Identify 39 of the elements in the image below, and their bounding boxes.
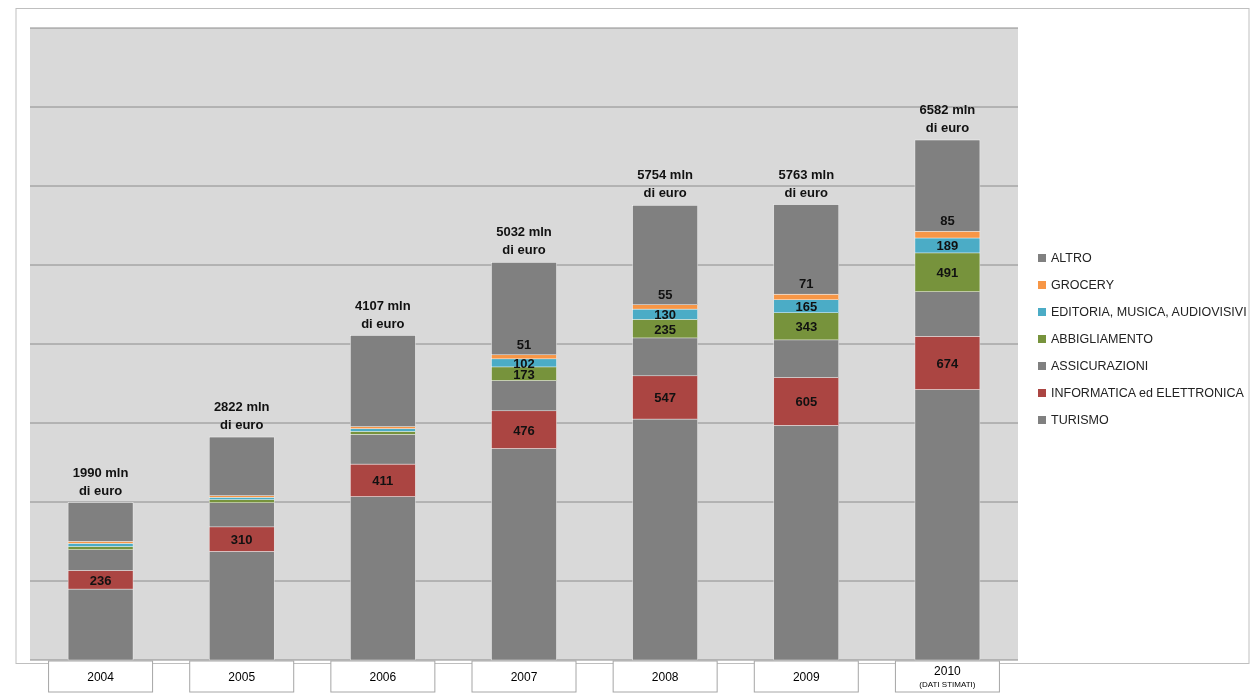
x-tick-label: 2007 (510, 670, 538, 684)
data-label: 235 (654, 321, 676, 337)
data-label: 130 (654, 307, 676, 323)
legend-label: TURISMO (1051, 413, 1109, 427)
x-tick-label: 2004 (87, 670, 115, 684)
x-tick-label: 2010 (DATI STIMATI) (919, 664, 976, 689)
total-label: 5032 mln di euro (496, 224, 552, 258)
x-tick-label: 2005 (228, 670, 256, 684)
data-label: 85 (940, 213, 955, 229)
total-label: 1990 mln di euro (72, 464, 129, 498)
data-label: 674 (936, 355, 960, 371)
data-label: 189 (936, 238, 959, 254)
data-label: 71 (799, 276, 814, 292)
data-label: 411 (372, 473, 394, 489)
data-label: 476 (513, 422, 535, 438)
data-label: 55 (657, 286, 673, 302)
legend-label: EDITORIA, MUSICA, AUDIOVISIVI (1051, 305, 1247, 319)
x-tick-label: 2008 (651, 670, 679, 684)
total-label: 5763 mln di euro (778, 166, 835, 200)
data-label: 605 (795, 394, 818, 410)
x-tick-label: 2009 (792, 670, 820, 684)
total-label: 5754 mln di euro (637, 167, 694, 201)
data-label: 236 (89, 572, 112, 588)
legend-label: ASSICURAZIONI (1051, 359, 1149, 373)
total-label: 2822 mln di euro (213, 399, 270, 433)
data-label: 491 (936, 265, 959, 281)
data-label: 102 (513, 355, 535, 371)
data-label: 165 (795, 299, 818, 315)
data-label: 51 (516, 336, 532, 352)
legend-label: INFORMATICA ed ELETTRONICA (1051, 386, 1245, 400)
legend-label: ALTRO (1051, 251, 1093, 265)
total-label: 4107 mln di euro (355, 297, 411, 331)
data-label: 310 (230, 532, 253, 548)
x-tick-label: 2006 (369, 670, 397, 684)
legend-label: GROCERY (1051, 278, 1115, 292)
data-label: 343 (795, 319, 818, 335)
data-label: 547 (654, 390, 676, 406)
legend-label: ABBIGLIAMENTO (1051, 332, 1154, 346)
total-label: 6582 mln di euro (919, 102, 976, 136)
